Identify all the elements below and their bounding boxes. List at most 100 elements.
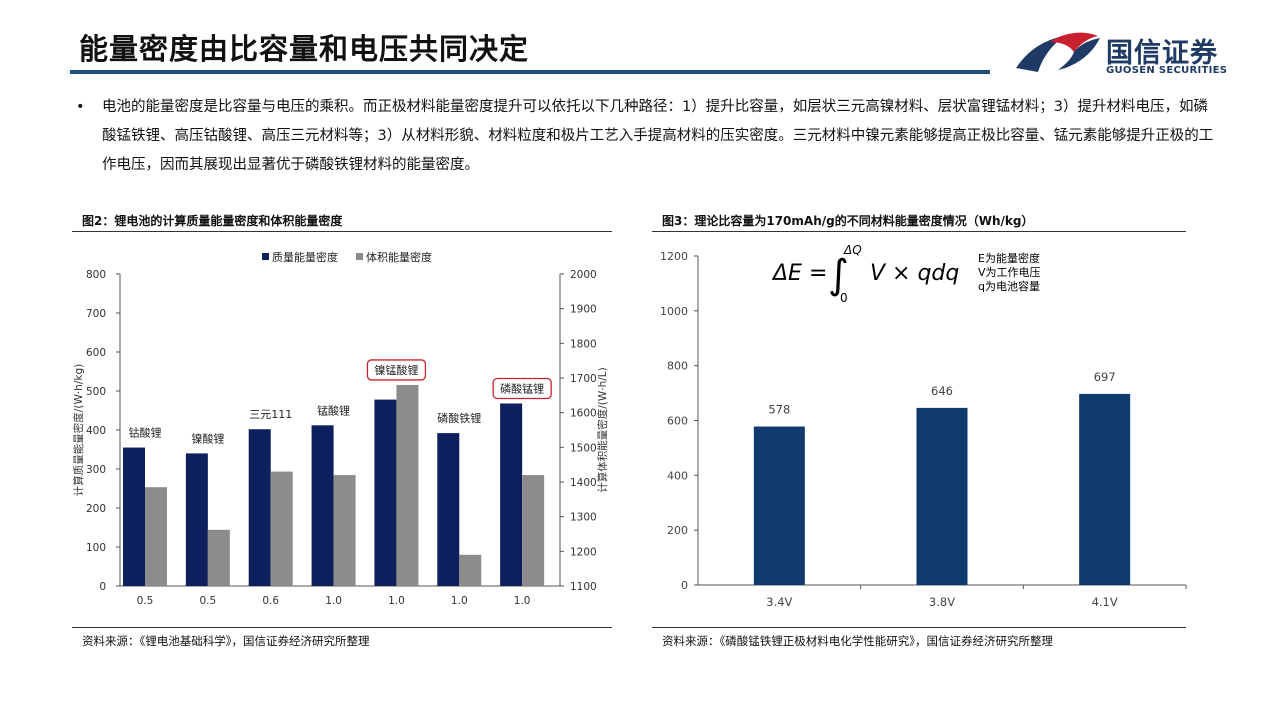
figure2-source: 资料来源：《锂电池基础科学》，国信证券经济研究所整理 [82,634,370,648]
chart2-y-tick-label: 1000 [660,305,688,318]
chart2-x-tick-label: 3.4V [766,595,792,609]
chart1-bar-label: 钴酸锂 [129,426,162,440]
chart2-y-tick-label: 1200 [660,250,688,263]
chart1-bar-volume [396,384,419,586]
chart2-y-tick-label: 800 [667,360,688,373]
logo-chinese-text: 国信证券 [1106,38,1218,69]
chart1-right-tick-label: 1300 [570,512,597,524]
figure2-bottom-rule [72,627,612,628]
chart1-x-tick-label: 0.6 [262,595,279,607]
chart1-x-tick-label: 0.5 [137,595,154,607]
chart1-right-tick-label: 1600 [570,408,597,420]
chart2-y-tick-label: 0 [681,579,688,592]
formula-note-q: q为电池容量 [978,279,1040,293]
figure2-top-rule [72,231,612,232]
chart2-data-label: 697 [1094,370,1116,384]
chart1-legend-swatch [262,253,269,260]
figure2-chart: 0 100 200 300 400 500 600 700 800 1100 1200 1300 140… [72,250,609,607]
formula-note-e: E为能量密度 [978,251,1040,265]
chart1-right-tick-label: 1200 [570,546,597,558]
figure2-title: 图2：锂电池的计算质量能量密度和体积能量密度 [82,214,343,228]
title-underline [70,70,990,74]
bullet-text: 电池的能量密度是比容量与电压的乘积。而正极材料能量密度提升可以依托以下几种路径：… [102,99,1214,173]
chart1-legend-swatch [356,253,363,260]
chart1-bar-volume [207,529,230,586]
figure3-top-rule [652,231,1186,232]
formula-lower-limit: 0 [840,291,848,305]
chart1-right-tick-label: 1800 [570,338,597,350]
formula: ΔE = ∫ ΔQ 0 V × qdq [771,243,959,305]
chart1-right-axis-title: 计算体积能量密度/(W·h/L) [596,367,609,493]
chart1-bar-mass [123,447,145,586]
chart2-y-tick-label: 400 [667,469,688,482]
chart2-bar [916,407,968,585]
chart1-left-tick-label: 500 [86,386,106,398]
chart1-right-tick-label: 1400 [570,477,597,489]
chart1-left-tick-label: 100 [86,542,106,554]
chart2-y-tick-label: 600 [667,415,688,428]
chart2-y-tick-label: 200 [667,524,688,537]
figure3-chart: ΔE = ∫ ΔQ 0 V × qdq E为能量密度 V为工作电压 q为电池容量… [660,243,1187,609]
chart1-bar-volume [459,554,482,586]
chart2-bar [753,426,805,585]
chart1-bar-volume [333,475,356,586]
chart1-right-tick-label: 1700 [570,373,597,385]
chart1-legend-label: 体积能量密度 [366,250,432,264]
chart2-x-tick-label: 3.8V [929,595,955,609]
formula-notes: E为能量密度 V为工作电压 q为电池容量 [978,251,1041,293]
chart1-bar-label: 镍酸锂 [191,431,224,445]
chart1-bar-mass [185,453,208,586]
chart1-bar-label: 锰酸锂 [317,403,350,417]
chart1-bar-mass [374,399,397,586]
chart1-x-tick-label: 1.0 [325,595,342,607]
guosen-logo: 国信证券 GUOSEN SECURITIES [1014,28,1274,80]
summary-bullet: • 电池的能量密度是比容量与电压的乘积。而正极材料能量密度提升可以依托以下几种路… [76,93,1216,180]
chart1-highlight-box [366,359,427,381]
chart1-bar-label: 磷酸锰锂 [500,381,544,395]
chart1-left-tick-label: 400 [86,425,106,437]
page-title: 能量密度由比容量和电压共同决定 [79,32,530,66]
chart1-bar-label: 磷酸铁锂 [437,411,481,425]
chart1-x-tick-label: 0.5 [200,595,217,607]
chart1-left-tick-label: 600 [86,347,106,359]
formula-note-v: V为工作电压 [978,266,1041,279]
chart1-left-tick-label: 0 [99,581,106,593]
chart1-bar-mass [500,403,523,586]
chart1-legend-label: 质量能量密度 [272,250,338,264]
formula-lhs: ΔE = [771,261,827,286]
chart1-bar-label: 镍锰酸锂 [374,363,418,377]
chart1-left-tick-label: 200 [86,503,106,515]
formula-integral-icon: ∫ [828,252,849,298]
logo-english-text: GUOSEN SECURITIES [1106,65,1228,76]
chart1-legend: 质量能量密度 体积能量密度 [262,250,432,264]
bullet-marker: • [76,99,85,115]
chart2-bar [1079,393,1131,585]
chart1-bar-mass [248,429,271,586]
chart1-bar-mass [311,425,334,586]
chart1-x-tick-label: 1.0 [451,595,468,607]
chart1-bar-mass [437,433,460,586]
chart1-left-tick-label: 800 [86,269,106,281]
chart2-x-tick-label: 4.1V [1092,595,1118,609]
chart1-left-tick-label: 300 [86,464,106,476]
formula-integrand: V × qdq [870,261,959,286]
chart1-right-tick-label: 1100 [570,581,597,593]
chart1-right-tick-label: 2000 [570,269,597,281]
chart2-data-label: 646 [931,384,953,398]
chart2-data-label: 578 [768,403,790,417]
figure3-title: 图3：理论比容量为170mAh/g的不同材料能量密度情况（Wh/kg） [662,214,1034,228]
figure3-source: 资料来源：《磷酸锰铁锂正极材料电化学性能研究》，国信证券经济研究所整理 [662,634,1053,648]
chart1-x-tick-label: 1.0 [388,595,405,607]
chart1-right-tick-label: 1900 [570,304,597,316]
chart1-left-axis-title: 计算质量能量密度/(W·h/kg) [72,364,85,496]
chart1-left-tick-label: 700 [86,308,106,320]
formula-upper-limit: ΔQ [843,243,862,257]
chart1-bar-volume [522,475,545,586]
chart1-bar-label: 三元111 [249,408,292,421]
chart1-x-tick-label: 1.0 [514,595,531,607]
guosen-logo-icon [1016,32,1100,72]
chart1-bar-volume [145,487,167,586]
chart1-highlight-box [492,377,552,400]
figure3-bottom-rule [652,627,1186,628]
chart1-right-tick-label: 1500 [570,442,597,454]
